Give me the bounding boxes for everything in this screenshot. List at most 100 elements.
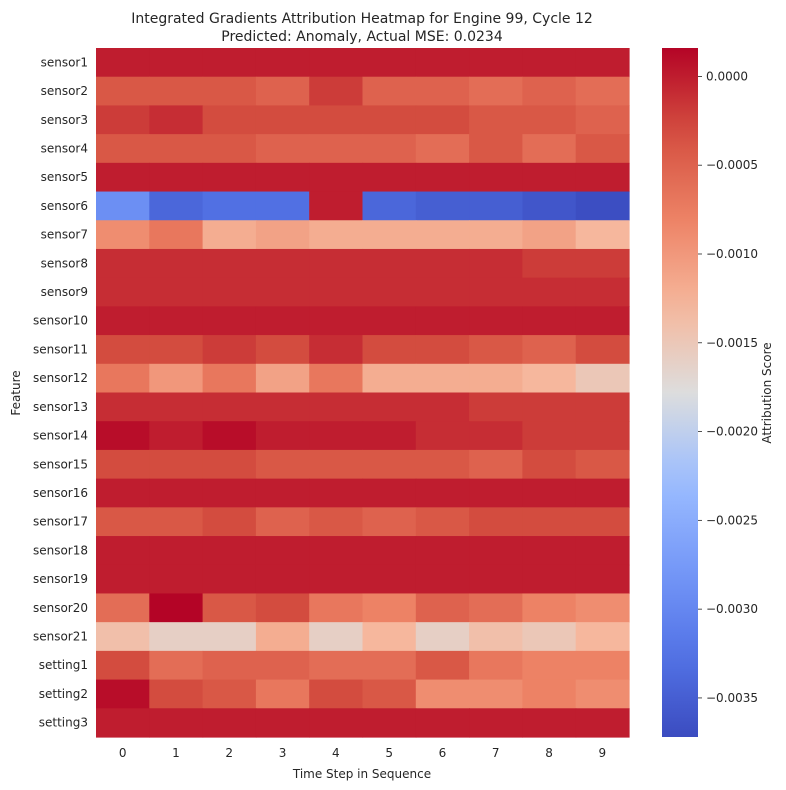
- heatmap-cell: [575, 622, 630, 652]
- heatmap-cell: [255, 191, 310, 221]
- heatmap-cell: [469, 191, 523, 221]
- heatmap-cell: [149, 134, 204, 164]
- heatmap-cell: [415, 134, 470, 164]
- heatmap-cell: [202, 708, 257, 738]
- heatmap-cell: [469, 220, 523, 250]
- heatmap-cell: [575, 507, 630, 537]
- heatmap-cell: [415, 162, 470, 193]
- x-tick-label: 1: [172, 746, 180, 760]
- heatmap-cell: [202, 650, 257, 681]
- heatmap-cell: [96, 536, 150, 566]
- heatmap-cell: [362, 593, 417, 623]
- heatmap-cell: [96, 363, 150, 394]
- heatmap-cell: [575, 593, 630, 623]
- y-tick-label: sensor4: [41, 141, 88, 155]
- heatmap-cell: [202, 593, 257, 623]
- heatmap-cell: [202, 363, 257, 394]
- heatmap-cell: [309, 449, 364, 480]
- heatmap-cell: [309, 507, 364, 537]
- heatmap-cell: [309, 76, 364, 107]
- heatmap-cell: [522, 306, 577, 336]
- heatmap-cell: [309, 650, 364, 681]
- heatmap-cell: [255, 507, 310, 537]
- heatmap-cell: [309, 306, 364, 336]
- heatmap-cell: [149, 48, 204, 78]
- heatmap-cell: [255, 48, 310, 78]
- y-tick-label: sensor9: [41, 285, 88, 299]
- heatmap-cell: [522, 679, 577, 709]
- heatmap-cell: [255, 220, 310, 250]
- heatmap-cell: [96, 650, 150, 681]
- heatmap-cell: [469, 622, 523, 652]
- chart-subtitle: Predicted: Anomaly, Actual MSE: 0.0234: [221, 29, 503, 45]
- heatmap-cell: [309, 220, 364, 250]
- heatmap-cell: [309, 191, 364, 221]
- heatmap-cell: [415, 248, 470, 279]
- x-tick-label: 6: [439, 746, 447, 760]
- heatmap-cell: [575, 478, 630, 508]
- heatmap-cell: [469, 162, 523, 193]
- heatmap-cell: [575, 306, 630, 336]
- heatmap-cell: [255, 421, 310, 451]
- heatmap-cell: [96, 478, 150, 508]
- heatmap-cell: [255, 593, 310, 623]
- heatmap-cell: [96, 593, 150, 623]
- heatmap-cell: [415, 105, 470, 135]
- y-tick-label: sensor3: [41, 113, 88, 127]
- heatmap-cell: [202, 248, 257, 279]
- heatmap-cell: [309, 679, 364, 709]
- colorbar-tick-label: 0.0000: [706, 69, 748, 83]
- heatmap-cell: [469, 277, 523, 307]
- colorbar-tick-label: −0.0030: [706, 602, 758, 616]
- heatmap-cell: [149, 650, 204, 681]
- heatmap-cell: [469, 248, 523, 279]
- y-tick-label: sensor19: [33, 572, 88, 586]
- heatmap-cell: [309, 277, 364, 307]
- y-axis-label: Feature: [9, 370, 23, 415]
- heatmap-cell: [522, 191, 577, 221]
- y-tick-label: setting2: [39, 687, 88, 701]
- heatmap-cell: [96, 134, 150, 164]
- heatmap-cell: [202, 306, 257, 336]
- heatmap-cell: [202, 76, 257, 107]
- heatmap-cell: [309, 536, 364, 566]
- heatmap-cell: [522, 134, 577, 164]
- heatmap-cell: [255, 392, 310, 422]
- heatmap-cell: [202, 622, 257, 652]
- heatmap-cell: [362, 162, 417, 193]
- heatmap-cell: [149, 564, 204, 595]
- heatmap-cell: [202, 679, 257, 709]
- heatmap-cell: [362, 48, 417, 78]
- heatmap-cell: [469, 421, 523, 451]
- heatmap-cell: [202, 191, 257, 221]
- heatmap-cell: [469, 76, 523, 107]
- y-tick-label: sensor7: [41, 228, 88, 242]
- x-tick-label: 8: [545, 746, 553, 760]
- heatmap-cell: [469, 449, 523, 480]
- y-tick-label: sensor12: [33, 371, 88, 385]
- heatmap-cell: [415, 564, 470, 595]
- heatmap-cell: [149, 306, 204, 336]
- y-tick-label: sensor5: [41, 170, 88, 184]
- heatmap-cell: [96, 248, 150, 279]
- y-tick-label: sensor16: [33, 486, 88, 500]
- heatmap-cell: [96, 449, 150, 480]
- heatmap-cell: [255, 105, 310, 135]
- y-tick-label: sensor15: [33, 457, 88, 471]
- colorbar-tick-label: −0.0015: [706, 336, 758, 350]
- heatmap-cell: [149, 478, 204, 508]
- heatmap-cell: [522, 392, 577, 422]
- heatmap-cell: [255, 248, 310, 279]
- heatmap-cell: [522, 363, 577, 394]
- heatmap-cell: [362, 220, 417, 250]
- heatmap-cell: [469, 392, 523, 422]
- heatmap-cell: [415, 478, 470, 508]
- heatmap-cell: [255, 162, 310, 193]
- heatmap-cell: [255, 478, 310, 508]
- heatmap-cell: [149, 622, 204, 652]
- heatmap-cell: [575, 162, 630, 193]
- heatmap-cell: [575, 392, 630, 422]
- heatmap-cell: [149, 162, 204, 193]
- heatmap-cell: [469, 564, 523, 595]
- x-axis-label: Time Step in Sequence: [292, 767, 431, 781]
